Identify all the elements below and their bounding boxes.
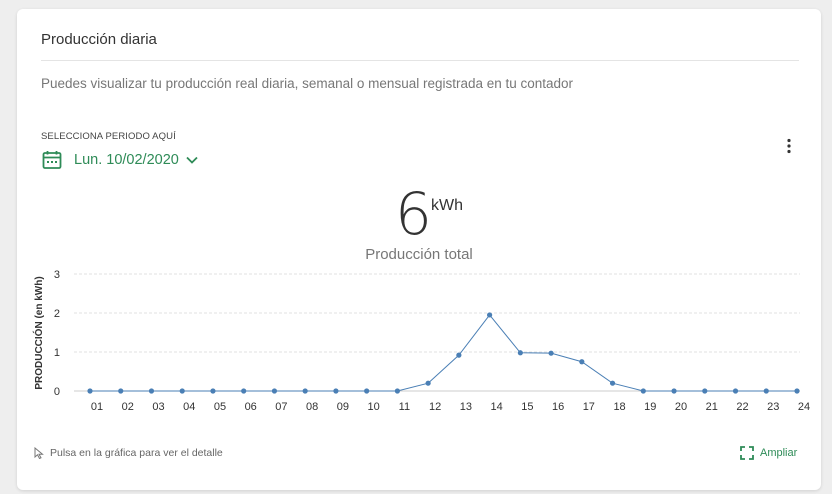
y-tick-label: 0 bbox=[54, 386, 60, 398]
data-point[interactable] bbox=[456, 352, 462, 358]
data-point[interactable] bbox=[364, 388, 370, 394]
period-label: SELECCIONA PERIODO AQUÍ bbox=[41, 131, 176, 142]
data-point[interactable] bbox=[425, 380, 431, 386]
x-tick-label: 03 bbox=[152, 401, 164, 413]
y-tick-label: 1 bbox=[54, 347, 60, 359]
data-point[interactable] bbox=[548, 350, 554, 356]
data-point[interactable] bbox=[271, 388, 278, 394]
x-tick-label: 04 bbox=[183, 401, 195, 413]
x-tick-label: 11 bbox=[399, 401, 410, 413]
data-point[interactable] bbox=[241, 388, 247, 394]
data-point[interactable] bbox=[87, 388, 93, 394]
y-axis-ticks: 0 1 2 3 bbox=[54, 269, 60, 398]
x-tick-label: 12 bbox=[429, 401, 441, 413]
x-tick-label: 17 bbox=[583, 401, 595, 413]
x-tick-label: 19 bbox=[644, 401, 656, 413]
x-tick-label: 21 bbox=[706, 401, 718, 413]
pointer-icon bbox=[34, 447, 44, 459]
x-tick-label: 07 bbox=[275, 401, 287, 413]
data-point[interactable] bbox=[487, 312, 493, 318]
period-selector[interactable]: Lun. 10/02/2020 bbox=[42, 149, 199, 171]
x-tick-label: 09 bbox=[337, 401, 349, 413]
data-point[interactable] bbox=[763, 388, 769, 394]
expand-button[interactable]: Ampliar bbox=[740, 446, 797, 460]
data-point[interactable] bbox=[517, 350, 523, 356]
hint-text: Pulsa en la gráfica para ver el detalle bbox=[50, 447, 223, 459]
y-axis-label: PRODUCCIÓN (en kWh) bbox=[32, 276, 45, 389]
total-value: 6 bbox=[395, 180, 432, 248]
data-point[interactable] bbox=[179, 388, 185, 394]
series-line bbox=[90, 314, 797, 392]
x-tick-label: 14 bbox=[490, 401, 502, 413]
x-tick-label: 16 bbox=[552, 401, 564, 413]
data-point[interactable] bbox=[148, 388, 155, 394]
y-tick-label: 2 bbox=[54, 308, 60, 320]
more-options-button[interactable] bbox=[777, 134, 801, 158]
expand-label: Ampliar bbox=[760, 447, 798, 459]
data-point[interactable] bbox=[732, 388, 739, 394]
data-point[interactable] bbox=[671, 388, 677, 394]
x-tick-label: 15 bbox=[521, 401, 533, 413]
data-point[interactable] bbox=[794, 388, 800, 394]
x-tick-label: 24 bbox=[798, 401, 810, 413]
total-unit: kWh bbox=[431, 197, 463, 214]
card-subtitle: Puedes visualizar tu producción real dia… bbox=[41, 76, 574, 91]
data-point[interactable] bbox=[394, 388, 400, 394]
x-tick-label: 05 bbox=[214, 401, 226, 413]
data-point[interactable] bbox=[210, 388, 216, 394]
data-point[interactable] bbox=[609, 380, 616, 386]
x-tick-label: 13 bbox=[460, 401, 472, 413]
x-tick-label: 10 bbox=[368, 401, 380, 413]
data-point[interactable] bbox=[640, 388, 646, 394]
x-tick-label: 01 bbox=[91, 401, 103, 413]
calendar-icon bbox=[42, 151, 62, 169]
expand-icon bbox=[740, 446, 754, 460]
data-point[interactable] bbox=[118, 388, 124, 394]
x-axis-ticks: 01 02 03 04 05 06 07 08 09 10 11 12 13 14 15 16 17 18 19 20… bbox=[91, 401, 810, 413]
x-tick-label: 02 bbox=[122, 401, 134, 413]
chart-grid bbox=[74, 273, 800, 392]
more-vertical-icon bbox=[787, 138, 791, 154]
chart-series bbox=[87, 312, 800, 394]
x-tick-label: 18 bbox=[613, 401, 625, 413]
divider bbox=[41, 60, 799, 61]
x-tick-label: 22 bbox=[736, 401, 748, 413]
card-title: Producción diaria bbox=[41, 31, 157, 48]
x-tick-label: 08 bbox=[306, 401, 318, 413]
chart-hint: Pulsa en la gráfica para ver el detalle bbox=[33, 447, 223, 459]
chevron-down-icon bbox=[186, 156, 198, 164]
x-tick-label: 06 bbox=[245, 401, 257, 413]
data-point[interactable] bbox=[333, 388, 339, 394]
period-value: Lun. 10/02/2020 bbox=[74, 152, 179, 168]
data-point[interactable] bbox=[302, 388, 308, 394]
y-tick-label: 3 bbox=[54, 269, 60, 281]
x-tick-label: 23 bbox=[767, 401, 779, 413]
production-card: Producción diaria Puedes visualizar tu p… bbox=[17, 9, 821, 490]
data-point[interactable] bbox=[702, 388, 708, 394]
x-tick-label: 20 bbox=[675, 401, 687, 413]
data-point[interactable] bbox=[579, 359, 585, 365]
total-label: Producción total bbox=[365, 246, 473, 263]
